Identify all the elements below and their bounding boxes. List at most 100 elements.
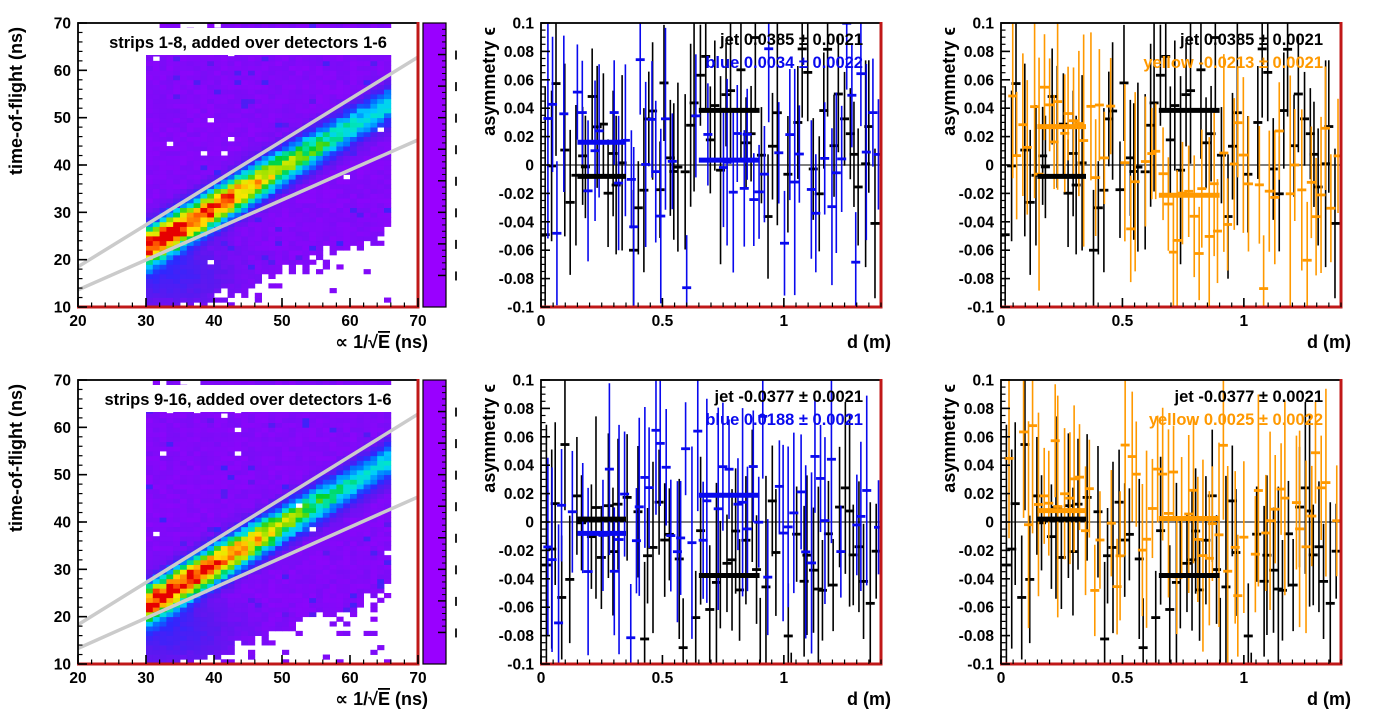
guide-line xyxy=(78,55,418,269)
y-tick-label: -0.06 xyxy=(959,600,995,617)
y-tick-label: 10 xyxy=(54,300,71,317)
x-tick-label: 20 xyxy=(69,313,86,330)
y-tick-label: -0.1 xyxy=(507,300,534,317)
panel-heatmap-strips-9-16: strips 9-16, added over detectors 1-6 20 3… xyxy=(6,373,457,709)
y-tick-label: 0 xyxy=(525,515,534,532)
colorbar-label-clipped xyxy=(455,502,457,512)
y-tick-label: -0.04 xyxy=(499,214,535,231)
colorbar-ticks xyxy=(438,385,457,638)
y-tick-label: 0.04 xyxy=(964,101,995,118)
axis-ticks xyxy=(1000,379,1342,665)
colorbar-ticks xyxy=(438,28,457,281)
x-axis-title: ∝ 1/√E (ns) xyxy=(335,332,428,352)
colorbar-label-clipped xyxy=(455,407,457,417)
panel-title: strips 1-8, added over detectors 1-6 xyxy=(109,34,387,52)
y-tick-label: 20 xyxy=(54,252,71,269)
y-tick-label: 0.02 xyxy=(504,486,534,503)
x-tick-label: 20 xyxy=(69,670,86,687)
y-tick-label: 0 xyxy=(985,515,994,532)
panel-asymmetry-blue-strips-9-16: 0 0.5 1 0.1 0.08 0.06 0.04 0.02 0 -0.02 -0.04 -0.06… xyxy=(479,373,891,710)
plot-content xyxy=(541,380,881,664)
y-axis-title: time-of-flight (ns) xyxy=(6,27,26,175)
x-tick-label: 40 xyxy=(205,313,222,330)
x-axis-title: ∝ 1/√E (ns) xyxy=(335,689,428,709)
y-tick-label: -0.1 xyxy=(967,657,994,674)
legend-entry-yellow: yellow -0.0213 ± 0.0021 xyxy=(1143,54,1323,72)
title-pave xyxy=(98,385,396,412)
y-tick-label: 0 xyxy=(985,158,994,175)
y-tick-label: 0.1 xyxy=(512,373,534,390)
panel-title: strips 9-16, added over detectors 1-6 xyxy=(104,391,391,409)
y-tick-label: -0.06 xyxy=(499,243,535,260)
y-tick-label: 0.08 xyxy=(504,44,535,61)
error-bars-yellow xyxy=(1004,380,1341,664)
y-tick-label: 0.04 xyxy=(504,101,535,118)
colorbar-label-clipped xyxy=(455,145,457,155)
x-tick-label: 30 xyxy=(137,313,154,330)
y-tick-label: 0.06 xyxy=(964,429,995,446)
x-tick-label: 60 xyxy=(341,313,358,330)
y-tick-label: 0.1 xyxy=(972,373,994,390)
x-tick-label: 1 xyxy=(1240,670,1249,687)
colorbar xyxy=(422,22,447,308)
y-tick-label: 0.08 xyxy=(964,44,995,61)
y-tick-label: 0.06 xyxy=(964,72,995,89)
error-bars-yellow xyxy=(1008,23,1341,307)
y-tick-label: 40 xyxy=(54,515,71,532)
x-tick-label: 1 xyxy=(780,670,789,687)
guide-line xyxy=(78,412,418,627)
y-tick-label: -0.08 xyxy=(499,628,535,645)
y-tick-label: -0.08 xyxy=(499,271,535,288)
y-tick-label: -0.04 xyxy=(959,214,995,231)
guide-line xyxy=(78,495,418,650)
legend-entry-jet: jet -0.0377 ± 0.0021 xyxy=(714,388,864,406)
error-bars-blue xyxy=(543,380,881,664)
y-tick-label: 40 xyxy=(54,158,71,175)
title-pave xyxy=(98,28,396,55)
y-axis-title: asymmetry ϵ xyxy=(939,384,959,493)
colorbar-label-clipped xyxy=(455,439,457,449)
colorbar-label-clipped xyxy=(455,50,457,60)
x-axis-title: d (m) xyxy=(1307,332,1351,352)
y-tick-label: 0.02 xyxy=(964,486,994,503)
x-tick-label: 50 xyxy=(273,670,290,687)
y-tick-label: -0.02 xyxy=(499,186,534,203)
y-tick-label: 0.1 xyxy=(972,16,994,33)
axis-ticks xyxy=(77,22,419,308)
axis-ticks xyxy=(540,22,882,308)
plot-content xyxy=(1001,380,1341,664)
plot-content xyxy=(541,23,881,307)
y-tick-label: -0.06 xyxy=(959,243,995,260)
x-tick-label: 0.5 xyxy=(652,313,674,330)
x-axis-title: d (m) xyxy=(1307,689,1351,709)
x-tick-label: 50 xyxy=(273,313,290,330)
panel-heatmap-strips-1-8: strips 1-8, added over detectors 1-6 20 30… xyxy=(6,16,457,352)
y-axis-title: asymmetry ϵ xyxy=(479,384,499,493)
y-tick-label: 0.06 xyxy=(504,429,535,446)
x-tick-label: 0.5 xyxy=(1112,670,1134,687)
y-tick-label: -0.04 xyxy=(499,571,535,588)
x-tick-label: 40 xyxy=(205,670,222,687)
x-tick-label: 1 xyxy=(1240,313,1249,330)
x-tick-label: 0.5 xyxy=(1112,313,1134,330)
x-tick-label: 0 xyxy=(997,313,1006,330)
y-tick-label: 0.1 xyxy=(512,16,534,33)
y-tick-label: 0.06 xyxy=(504,72,535,89)
legend-entry-jet: jet -0.0377 ± 0.0021 xyxy=(1174,388,1324,406)
x-tick-label: 0 xyxy=(997,670,1006,687)
colorbar-label-clipped xyxy=(455,628,457,638)
y-tick-label: 0.08 xyxy=(964,401,995,418)
y-tick-label: 70 xyxy=(54,16,71,33)
y-axis-title: time-of-flight (ns) xyxy=(6,384,26,532)
plot-content xyxy=(1001,23,1341,307)
y-tick-label: -0.02 xyxy=(499,543,534,560)
y-tick-label: -0.02 xyxy=(959,186,994,203)
colorbar-label-clipped xyxy=(455,208,457,218)
y-tick-label: 0 xyxy=(525,158,534,175)
axis-ticks xyxy=(1000,22,1342,308)
colorbar-label-clipped xyxy=(455,565,457,575)
colorbar-label-clipped xyxy=(455,470,457,480)
y-tick-label: 60 xyxy=(54,63,71,80)
y-axis-title: asymmetry ϵ xyxy=(939,27,959,136)
